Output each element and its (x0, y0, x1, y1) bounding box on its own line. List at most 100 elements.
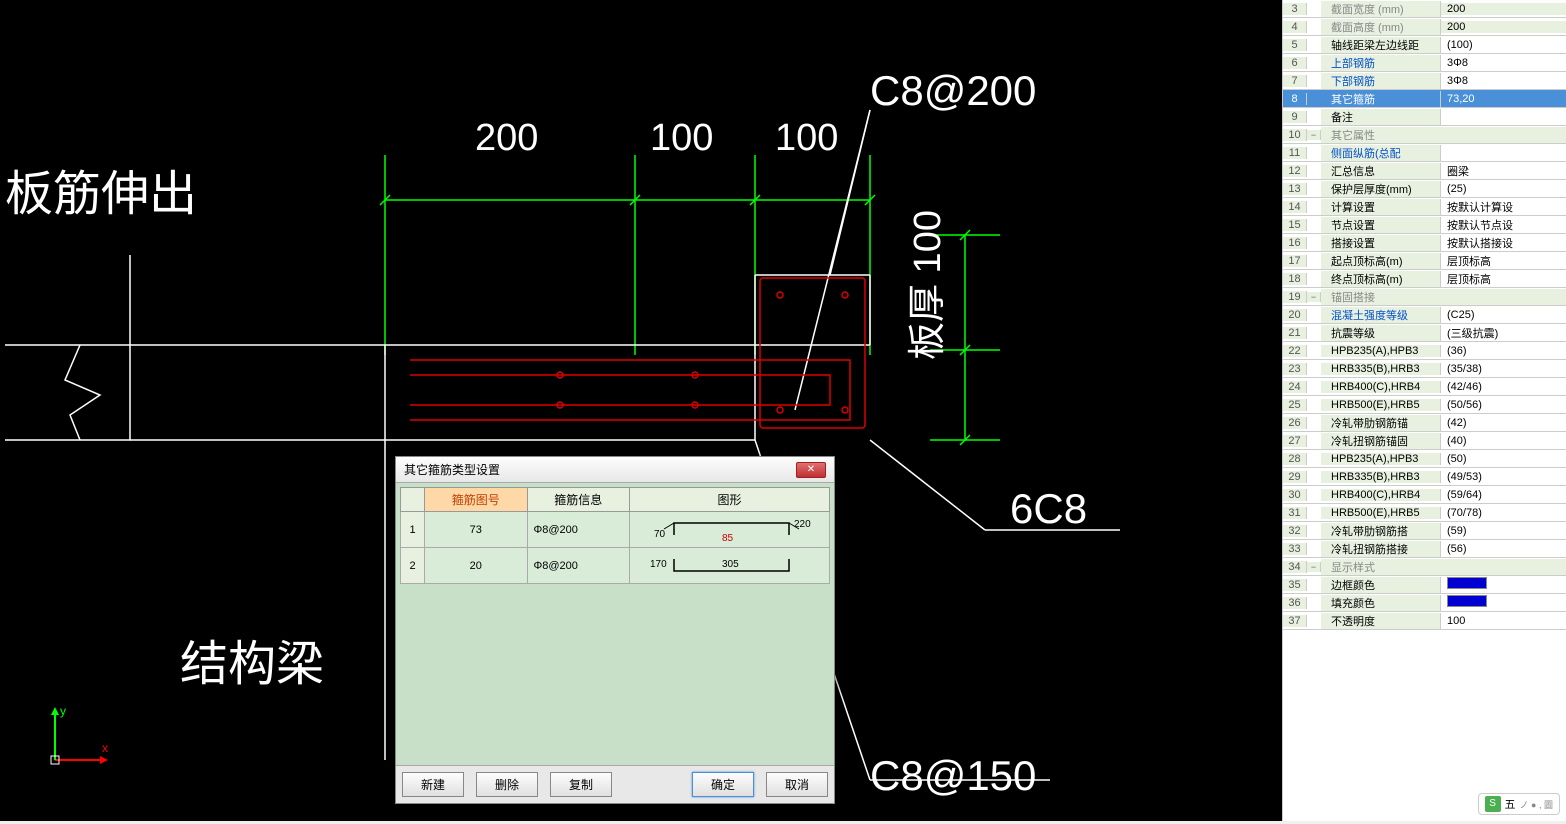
close-icon[interactable]: ✕ (796, 462, 826, 478)
property-row[interactable]: 31HRB500(E),HRB5(70/78) (1283, 504, 1566, 522)
property-value[interactable]: 100 (1441, 615, 1566, 627)
property-label: 显示样式 (1321, 559, 1566, 575)
property-row[interactable]: 20混凝土强度等级(C25) (1283, 306, 1566, 324)
property-value[interactable]: (59/64) (1441, 489, 1566, 501)
toggle-icon[interactable]: − (1307, 130, 1321, 140)
toggle-icon[interactable]: − (1307, 292, 1321, 302)
label-rebar-extend: 板筋伸出 (5, 168, 197, 221)
property-value[interactable]: (56) (1441, 543, 1566, 555)
svg-text:85: 85 (722, 533, 734, 544)
property-label: 冷轧扭钢筋搭接 (1321, 541, 1441, 557)
property-row[interactable]: 37不透明度100 (1283, 612, 1566, 630)
property-value[interactable]: (50/56) (1441, 399, 1566, 411)
property-label: HRB335(B),HRB3 (1321, 363, 1441, 375)
property-value[interactable]: (59) (1441, 525, 1566, 537)
copy-button[interactable]: 复制 (550, 772, 612, 797)
property-row[interactable]: 24HRB400(C),HRB4(42/46) (1283, 378, 1566, 396)
property-row[interactable]: 18终点顶标高(m)层顶标高 (1283, 270, 1566, 288)
property-row[interactable]: 7下部钢筋3Φ8 (1283, 72, 1566, 90)
property-row[interactable]: 35边框颜色 (1283, 576, 1566, 594)
row-number: 17 (1283, 255, 1307, 267)
new-button[interactable]: 新建 (402, 772, 464, 797)
property-value[interactable]: (三级抗震) (1441, 325, 1566, 341)
property-row[interactable]: 12汇总信息圈梁 (1283, 162, 1566, 180)
property-value[interactable]: (36) (1441, 345, 1566, 357)
property-row[interactable]: 3截面宽度 (mm)200 (1283, 0, 1566, 18)
row-number: 32 (1283, 525, 1307, 537)
color-swatch[interactable] (1447, 577, 1487, 589)
property-value[interactable]: (70/78) (1441, 507, 1566, 519)
property-value[interactable]: (C25) (1441, 309, 1566, 321)
table-row[interactable]: 1 73 Φ8@200 70 220 85 (401, 512, 830, 548)
property-row[interactable]: 4截面高度 (mm)200 (1283, 18, 1566, 36)
property-row[interactable]: 34−显示样式 (1283, 558, 1566, 576)
ok-button[interactable]: 确定 (692, 772, 754, 797)
property-row[interactable]: 15节点设置按默认节点设 (1283, 216, 1566, 234)
property-value[interactable]: (25) (1441, 183, 1566, 195)
label-slab-thick: 板厚 100 (907, 210, 949, 360)
table-row[interactable]: 2 20 Φ8@200 170 305 (401, 548, 830, 584)
property-panel[interactable]: 3截面宽度 (mm)2004截面高度 (mm)2005轴线距梁左边线距(100)… (1282, 0, 1566, 821)
property-value[interactable]: 层顶标高 (1441, 253, 1566, 269)
property-row[interactable]: 29HRB335(B),HRB3(49/53) (1283, 468, 1566, 486)
stirrup-grid[interactable]: 箍筋图号 箍筋信息 图形 1 73 Φ8@200 70 220 85 (400, 487, 830, 584)
property-row[interactable]: 23HRB335(B),HRB3(35/38) (1283, 360, 1566, 378)
property-value[interactable]: 73,20 (1441, 93, 1566, 105)
property-value[interactable]: (42/46) (1441, 381, 1566, 393)
property-row[interactable]: 13保护层厚度(mm)(25) (1283, 180, 1566, 198)
property-value[interactable]: 3Φ8 (1441, 57, 1566, 69)
property-row[interactable]: 28HPB235(A),HPB3(50) (1283, 450, 1566, 468)
property-value[interactable]: 按默认搭接设 (1441, 235, 1566, 251)
property-row[interactable]: 32冷轧带肋钢筋搭(59) (1283, 522, 1566, 540)
property-row[interactable]: 14计算设置按默认计算设 (1283, 198, 1566, 216)
property-value[interactable]: (50) (1441, 453, 1566, 465)
row-number: 15 (1283, 219, 1307, 231)
property-value[interactable]: (42) (1441, 417, 1566, 429)
ime-indicator[interactable]: S 五 ノ ● , 圖 (1478, 793, 1560, 815)
property-value[interactable]: 层顶标高 (1441, 271, 1566, 287)
property-row[interactable]: 21抗震等级(三级抗震) (1283, 324, 1566, 342)
property-value[interactable] (1441, 595, 1566, 610)
property-value[interactable]: (100) (1441, 39, 1566, 51)
property-value[interactable]: 200 (1441, 3, 1566, 15)
delete-button[interactable]: 删除 (476, 772, 538, 797)
property-row[interactable]: 22HPB235(A),HPB3(36) (1283, 342, 1566, 360)
property-row[interactable]: 19−锚固搭接 (1283, 288, 1566, 306)
toggle-icon[interactable]: − (1307, 562, 1321, 572)
property-row[interactable]: 30HRB400(C),HRB4(59/64) (1283, 486, 1566, 504)
property-value[interactable]: 按默认节点设 (1441, 217, 1566, 233)
property-row[interactable]: 11侧面纵筋(总配 (1283, 144, 1566, 162)
property-value[interactable]: (49/53) (1441, 471, 1566, 483)
row-number: 18 (1283, 273, 1307, 285)
property-value[interactable] (1441, 577, 1566, 592)
property-label: 截面宽度 (mm) (1321, 1, 1441, 17)
row-number: 30 (1283, 489, 1307, 501)
property-row[interactable]: 6上部钢筋3Φ8 (1283, 54, 1566, 72)
property-row[interactable]: 9备注 (1283, 108, 1566, 126)
cancel-button[interactable]: 取消 (766, 772, 828, 797)
dialog-titlebar[interactable]: 其它箍筋类型设置 ✕ (396, 457, 834, 483)
property-row[interactable]: 5轴线距梁左边线距(100) (1283, 36, 1566, 54)
property-value[interactable]: 按默认计算设 (1441, 199, 1566, 215)
property-row[interactable]: 17起点顶标高(m)层顶标高 (1283, 252, 1566, 270)
property-value[interactable]: 3Φ8 (1441, 75, 1566, 87)
property-row[interactable]: 27冷轧扭钢筋锚固(40) (1283, 432, 1566, 450)
col-header-code[interactable]: 箍筋图号 (425, 488, 528, 512)
property-row[interactable]: 36填充颜色 (1283, 594, 1566, 612)
col-header-info[interactable]: 箍筋信息 (527, 488, 630, 512)
property-row[interactable]: 10−其它属性 (1283, 126, 1566, 144)
property-value[interactable]: (35/38) (1441, 363, 1566, 375)
property-value[interactable]: 200 (1441, 21, 1566, 33)
label-c8-200: C8@200 (870, 67, 1036, 114)
property-label: HRB500(E),HRB5 (1321, 507, 1441, 519)
property-row[interactable]: 26冷轧带肋钢筋锚(42) (1283, 414, 1566, 432)
property-row[interactable]: 33冷轧扭钢筋搭接(56) (1283, 540, 1566, 558)
col-header-shape[interactable]: 图形 (630, 488, 830, 512)
label-6c8: 6C8 (1010, 485, 1087, 532)
property-row[interactable]: 25HRB500(E),HRB5(50/56) (1283, 396, 1566, 414)
property-row[interactable]: 8其它箍筋73,20 (1283, 90, 1566, 108)
color-swatch[interactable] (1447, 595, 1487, 607)
property-value[interactable]: (40) (1441, 435, 1566, 447)
property-value[interactable]: 圈梁 (1441, 163, 1566, 179)
property-row[interactable]: 16搭接设置按默认搭接设 (1283, 234, 1566, 252)
